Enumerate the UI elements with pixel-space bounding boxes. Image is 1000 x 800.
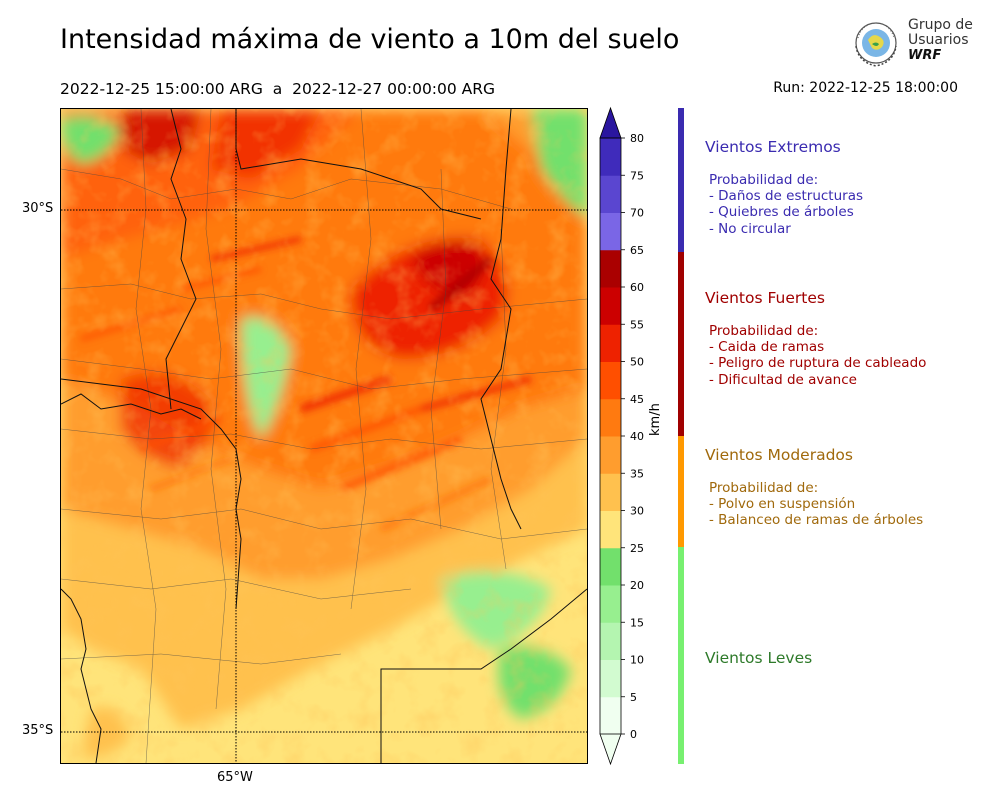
category-moderados-line: - Polvo en suspensión — [709, 496, 856, 513]
colorbar-tick-label: 30 — [630, 505, 644, 518]
colorbar-tick-label: 5 — [630, 691, 637, 704]
colorbar-segment — [600, 622, 621, 660]
colorbar-segment — [600, 249, 621, 288]
lat-label-30s: 30°S — [22, 201, 54, 216]
logo-line-1: Grupo de — [908, 17, 973, 33]
legend-bar-leves — [678, 547, 684, 764]
colorbar-tick-label: 0 — [630, 728, 637, 741]
category-extremos-line: - Quiebres de árboles — [709, 204, 854, 221]
colorbar-tick-label: 55 — [630, 318, 644, 331]
category-fuertes-desc: Probabilidad de: - Caida de ramas - Peli… — [709, 323, 926, 388]
colorbar-extend-high — [599, 106, 622, 139]
colorbar-tick-label: 45 — [630, 393, 644, 406]
colorbar-tick-label: 75 — [630, 169, 644, 182]
colorbar-segment — [600, 212, 621, 251]
colorbar-tick-label: 60 — [630, 281, 644, 294]
colorbar-segment — [600, 473, 621, 511]
wind-field — [61, 109, 587, 763]
colorbar-segment — [600, 324, 621, 362]
category-fuertes-line: - Peligro de ruptura de cableado — [709, 355, 927, 372]
colorbar-segment — [600, 398, 621, 437]
colorbar-tick-label: 70 — [630, 207, 644, 220]
map-title: Intensidad máxima de viento a 10m del su… — [60, 24, 680, 55]
run-timestamp: Run: 2022-12-25 18:00:00 — [773, 80, 958, 96]
category-moderados-desc: Probabilidad de: - Polvo en suspensión -… — [709, 480, 923, 529]
category-extremos-line: - No circular — [709, 220, 791, 237]
wind-intensity-map — [60, 108, 588, 764]
colorbar: 0 5 10 15 20 25 30 35 40 45 50 55 60 65 70 75 80 — [596, 104, 666, 770]
logo-line-2: Usuarios — [908, 32, 969, 48]
colorbar-tick-label: 25 — [630, 542, 644, 555]
grupo-usuarios-wrf-logo: Grupo de Usuarios WRF — [848, 16, 973, 76]
colorbar-tick-label: 10 — [630, 654, 644, 667]
colorbar-extend-low — [599, 733, 622, 766]
colorbar-tick-label: 50 — [630, 356, 644, 369]
lat-label-35s: 35°S — [22, 723, 54, 738]
colorbar-tick-label: 15 — [630, 616, 644, 629]
colorbar-tick-label: 65 — [630, 244, 644, 257]
colorbar-scale: 0 5 10 15 20 25 30 35 40 45 50 55 60 65 70 75 80 — [599, 106, 644, 766]
forecast-period: 2022-12-25 15:00:00 ARG a 2022-12-27 00:… — [60, 80, 496, 98]
category-fuertes-title: Vientos Fuertes — [705, 289, 825, 307]
colorbar-segment — [600, 510, 621, 549]
category-leves-title: Vientos Leves — [705, 649, 813, 667]
colorbar-segment — [600, 361, 621, 400]
globe-icon — [855, 22, 897, 67]
colorbar-segment — [600, 175, 621, 213]
colorbar-segment — [600, 138, 621, 176]
colorbar-segment — [600, 659, 621, 698]
lon-label-65w: 65°W — [217, 770, 253, 785]
logo-line-3: WRF — [908, 48, 942, 63]
legend-bar-fuertes — [678, 252, 684, 436]
category-fuertes-line: Probabilidad de: — [709, 323, 819, 339]
category-extremos-desc: Probabilidad de: - Daños de estructuras … — [709, 172, 863, 237]
category-fuertes-line: - Dificultad de avance — [709, 371, 857, 388]
category-extremos-line: - Daños de estructuras — [709, 188, 864, 205]
category-extremos-title: Vientos Extremos — [705, 138, 841, 156]
colorbar-tick-label: 35 — [630, 467, 644, 480]
colorbar-segment — [600, 547, 621, 586]
legend-bar-extremos — [678, 108, 684, 252]
colorbar-tick-label: 20 — [630, 579, 644, 592]
category-moderados-title: Vientos Moderados — [705, 446, 853, 464]
department-boundaries — [61, 109, 587, 763]
colorbar-segment — [600, 585, 621, 623]
colorbar-unit: km/h — [648, 403, 663, 436]
category-moderados-line: Probabilidad de: — [709, 480, 819, 496]
category-fuertes-line: - Caida de ramas — [709, 339, 825, 356]
category-moderados-line: - Balanceo de ramas de árboles — [709, 512, 924, 529]
colorbar-tick-label: 80 — [630, 132, 644, 145]
colorbar-tick-label: 40 — [630, 430, 644, 443]
category-extremos-line: Probabilidad de: — [709, 172, 819, 188]
colorbar-segment — [600, 287, 621, 325]
legend-bar-moderados — [678, 436, 684, 547]
colorbar-segment — [600, 436, 621, 474]
colorbar-segment — [600, 696, 621, 735]
